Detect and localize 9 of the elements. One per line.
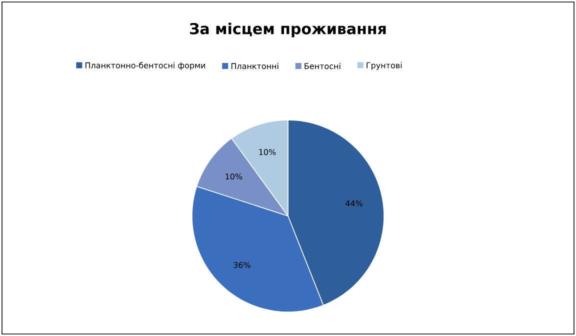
data-label: 44% <box>346 200 362 206</box>
data-label: 10% <box>226 173 242 180</box>
data-label: 10% <box>259 149 276 156</box>
chart-title: За місцем проживання <box>190 22 386 38</box>
data-label: 36% <box>234 262 250 268</box>
legend-label: Грунтові <box>366 62 402 70</box>
legend-label: Планктонно-бентосні форми <box>86 62 206 70</box>
legend-label: Бентосні <box>304 62 340 70</box>
legend-label: Планктонні <box>231 62 278 70</box>
